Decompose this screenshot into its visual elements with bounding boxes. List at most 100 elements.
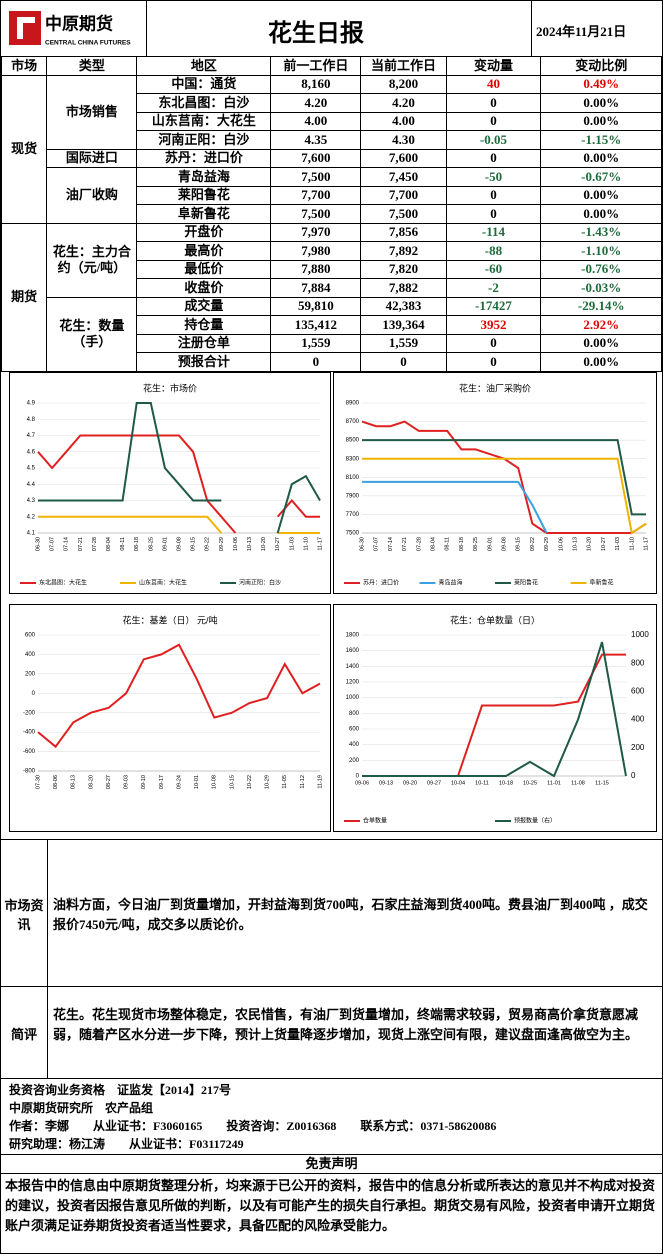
x-tick-label: 09-03 (124, 775, 130, 789)
table-cell: 0.00% (540, 352, 662, 372)
y-tick-label: 7700 (346, 512, 360, 518)
table-row: 阜新鲁花 7,500 7,500 0 0.00% (2, 204, 662, 224)
y-tick-label: 0 (356, 774, 360, 780)
header-cell: 前一工作日 (270, 56, 362, 76)
y-tick-label: 4.2 (27, 514, 36, 520)
table-cell: 0.00% (540, 185, 662, 205)
y2-tick-label: 0 (631, 771, 636, 780)
x-tick-label: 07-28 (92, 537, 98, 551)
table-cell: 4.20 (270, 93, 362, 113)
chart-title: 花生：油厂采购价 (459, 382, 531, 393)
x-tick-label: 11-19 (317, 775, 323, 789)
table-cell: 0 (445, 352, 542, 372)
y-tick-label: 1000 (346, 695, 360, 701)
table-cell: 0 (270, 352, 362, 372)
x-tick-label: 09-08 (176, 537, 182, 551)
x-tick-label: 08-25 (473, 537, 479, 551)
table-cell: -1.15% (540, 130, 662, 150)
x-tick-label: 10-20 (261, 537, 267, 551)
table-row: 注册仓单 1,559 1,559 0 0.00% (2, 333, 662, 353)
table-cell: 莱阳鲁花 (136, 185, 272, 205)
header-row: 市场 类型 地区 前一工作日 当前工作日 变动量 变动比例 (0, 56, 662, 76)
y2-tick-label: 1000 (631, 630, 649, 639)
y-tick-label: 600 (25, 633, 36, 639)
table-cell: 0 (445, 111, 542, 131)
legend-label: 莱阳鲁花 (514, 579, 538, 587)
chart-title: 花生：市场价 (143, 382, 197, 393)
table-cell: 0.00% (540, 204, 662, 224)
table-cell: 0 (360, 352, 447, 372)
x-tick-label: 07-14 (388, 537, 394, 551)
table-cell: 139,364 (360, 315, 447, 335)
type-cell: 油厂收购 (46, 167, 138, 224)
table-cell: 4.00 (270, 111, 362, 131)
x-tick-label: 09-29 (219, 537, 225, 551)
x-tick-label: 09-10 (141, 775, 147, 789)
y-tick-label: 1800 (346, 633, 360, 639)
section-label: 市场资讯 (1, 840, 48, 987)
table-cell: 持仓量 (136, 315, 272, 335)
y-tick-label: 8500 (346, 438, 360, 444)
disclaimer-title: 免责声明 (1, 1155, 662, 1174)
x-tick-label: 07-07 (374, 537, 380, 551)
y-tick-label: 8300 (346, 456, 360, 462)
table-cell: 1,559 (270, 333, 362, 353)
table-cell: 7,500 (270, 167, 362, 187)
chart-title: 花生：基差（日） 元/吨 (122, 614, 217, 625)
y-tick-label: 800 (349, 711, 360, 717)
table-cell: 成交量 (136, 296, 272, 316)
footer-line: 中原期货研究所 农产品组 (9, 1101, 154, 1115)
y-tick-label: 7500 (346, 531, 360, 537)
chart: 花生：油厂采购价 7500 7700 7900 8100 8300 8500 8700 8900… (333, 372, 657, 594)
line-series (37, 643, 321, 749)
chart: 花生：仓单数量（日） 0 200 400 600 800 1000 1200 1400 1600 1… (333, 604, 657, 832)
footer-line: 研究助理：杨江涛 从业证书：F03117249 (9, 1137, 244, 1151)
x-tick-label: 11-17 (643, 537, 649, 551)
logo-text: 中原期货 (45, 13, 113, 33)
chart-title: 花生：仓单数量（日） (450, 614, 540, 625)
line-series (362, 439, 646, 516)
y-tick-label: 4.4 (27, 482, 36, 488)
x-tick-label: 09-20 (403, 780, 417, 786)
line-series (362, 457, 647, 535)
x-tick-label: 09-15 (516, 537, 522, 551)
x-tick-label: 10-20 (587, 537, 593, 551)
table-cell: -114 (445, 222, 542, 242)
y-tick-label: 200 (349, 758, 360, 764)
table-cell: 青岛益海 (136, 167, 272, 187)
y-tick-label: 600 (349, 727, 360, 733)
table-cell: 7,884 (270, 278, 362, 298)
table-cell: 0.49% (540, 74, 662, 94)
table-cell: 7,820 (360, 259, 447, 279)
x-tick-label: 06-30 (359, 537, 365, 551)
legend-label: 苏丹：进口价 (363, 579, 399, 587)
table-cell: 0 (445, 93, 542, 113)
x-tick-label: 08-20 (88, 775, 94, 789)
y-tick-label: 4.9 (27, 401, 36, 407)
table-cell: 7,856 (360, 222, 447, 242)
y-tick-label: 4.5 (27, 466, 36, 472)
header-cell: 市场 (0, 56, 48, 76)
legend-label: 东北昌图：大花生 (39, 579, 87, 587)
legend-label: 阜新鲁花 (590, 579, 614, 587)
y-tick-label: 200 (25, 671, 36, 677)
table-cell: 0.00% (540, 93, 662, 113)
table-row: 现货 市场销售 中国：通货 8,160 8,200 40 0.49% (0, 74, 662, 224)
x-tick-label: 08-04 (430, 537, 436, 551)
table-cell: -0.05 (445, 130, 542, 150)
x-tick-label: 11-05 (282, 775, 288, 789)
table-cell: 4.00 (360, 111, 447, 131)
x-tick-label: 08-25 (148, 537, 154, 551)
table-cell: 42,383 (360, 296, 447, 316)
divider (146, 1, 147, 56)
x-tick-label: 09-01 (487, 537, 493, 551)
table-cell: 苏丹：进口价 (136, 148, 272, 168)
table-cell: 7,980 (270, 241, 362, 261)
y-tick-label: 4.7 (27, 433, 36, 439)
table-row: 莱阳鲁花 7,700 7,700 0 0.00% (2, 185, 662, 205)
x-tick-label: 11-03 (289, 537, 295, 551)
x-tick-label: 08-04 (106, 537, 112, 551)
y-tick-label: 7900 (346, 493, 360, 499)
x-tick-label: 09-01 (162, 537, 168, 551)
legend-label: 仓单数量 (363, 817, 387, 825)
